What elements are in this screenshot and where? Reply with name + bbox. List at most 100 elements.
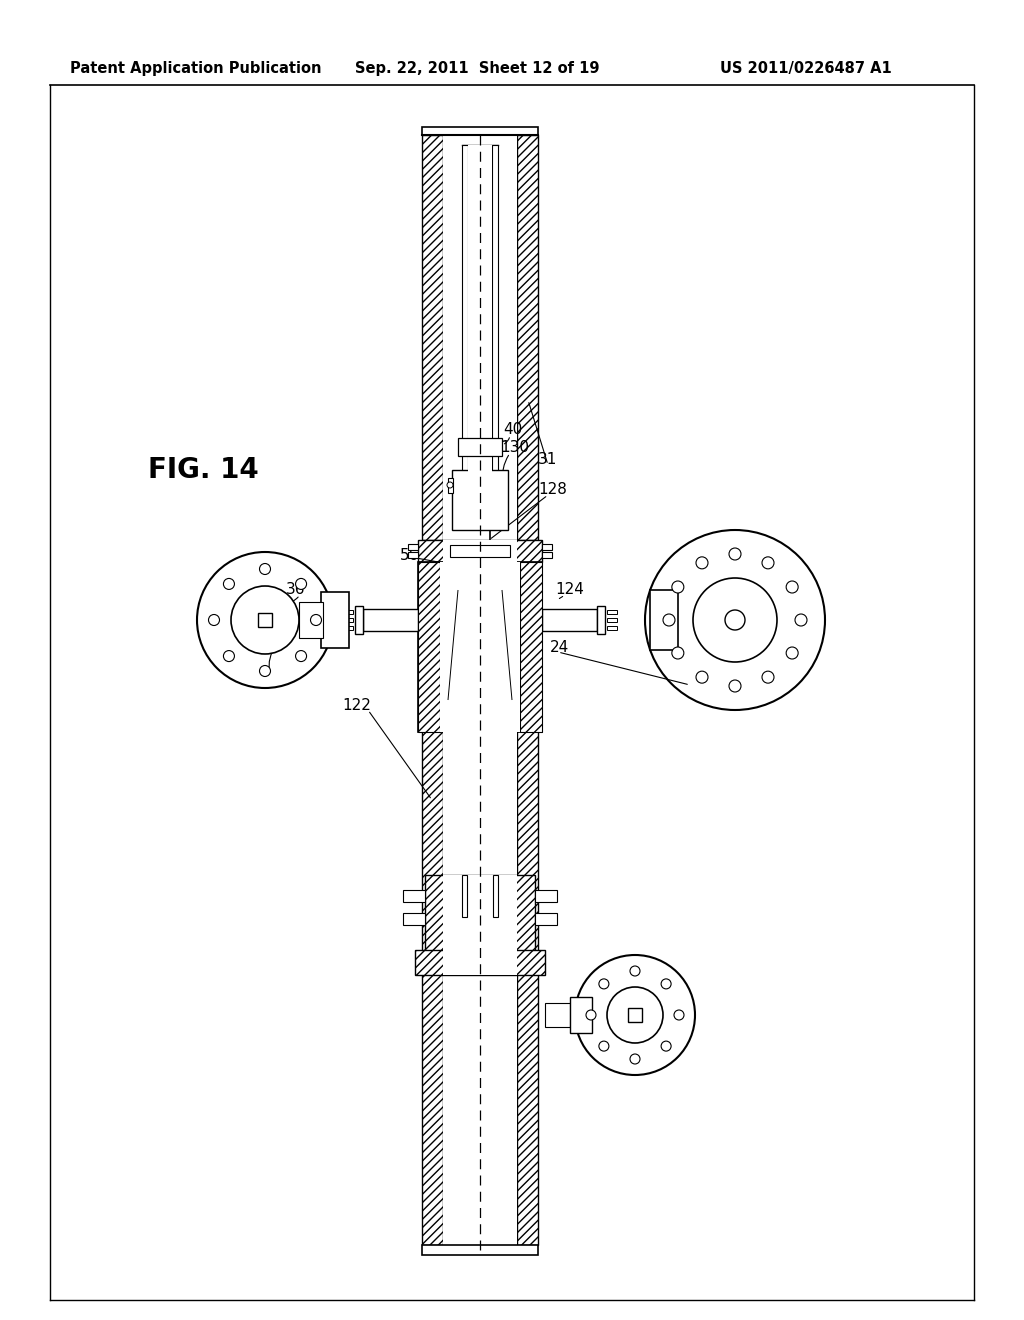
- Bar: [415, 950, 545, 975]
- Bar: [535, 890, 557, 902]
- Circle shape: [786, 581, 798, 593]
- Text: 124: 124: [555, 582, 584, 598]
- Bar: [355, 606, 362, 634]
- Circle shape: [607, 987, 663, 1043]
- Bar: [403, 913, 425, 925]
- Bar: [422, 127, 538, 135]
- Bar: [362, 609, 418, 631]
- Circle shape: [197, 552, 333, 688]
- Circle shape: [209, 615, 219, 626]
- Bar: [542, 609, 597, 631]
- Bar: [462, 875, 467, 917]
- Bar: [462, 145, 468, 520]
- Bar: [343, 626, 353, 630]
- Bar: [570, 997, 592, 1034]
- Circle shape: [663, 614, 675, 626]
- Text: 36: 36: [286, 582, 305, 598]
- Bar: [321, 591, 349, 648]
- Circle shape: [310, 615, 322, 626]
- Bar: [343, 610, 353, 614]
- Bar: [440, 562, 520, 733]
- Bar: [607, 618, 617, 622]
- Circle shape: [696, 557, 708, 569]
- Bar: [422, 135, 443, 540]
- Bar: [535, 913, 557, 925]
- Circle shape: [645, 531, 825, 710]
- Bar: [422, 730, 443, 1245]
- Text: 56: 56: [400, 548, 420, 562]
- Bar: [422, 1245, 538, 1255]
- Circle shape: [630, 966, 640, 975]
- Bar: [520, 562, 542, 733]
- Circle shape: [672, 647, 684, 659]
- Bar: [542, 544, 552, 550]
- Bar: [449, 478, 453, 492]
- Polygon shape: [502, 590, 512, 700]
- Circle shape: [586, 1010, 596, 1020]
- Text: 122: 122: [342, 698, 371, 714]
- Bar: [492, 145, 498, 520]
- Bar: [443, 950, 517, 975]
- Bar: [607, 626, 617, 630]
- Text: US 2011/0226487 A1: US 2011/0226487 A1: [720, 61, 892, 75]
- Bar: [418, 540, 542, 562]
- Bar: [408, 552, 418, 558]
- Circle shape: [762, 557, 774, 569]
- Bar: [517, 135, 538, 540]
- Bar: [418, 562, 542, 733]
- Bar: [628, 1008, 642, 1022]
- Bar: [542, 552, 552, 558]
- Circle shape: [762, 671, 774, 684]
- Bar: [443, 540, 517, 562]
- Bar: [408, 544, 418, 550]
- Circle shape: [296, 578, 306, 590]
- Text: 24: 24: [550, 640, 569, 656]
- Bar: [597, 606, 605, 634]
- Circle shape: [729, 548, 741, 560]
- Circle shape: [693, 578, 777, 663]
- Text: 26: 26: [267, 632, 287, 648]
- Bar: [258, 612, 272, 627]
- Circle shape: [662, 1041, 671, 1051]
- Text: 40: 40: [503, 422, 522, 437]
- Text: 128: 128: [538, 483, 567, 498]
- Circle shape: [296, 651, 306, 661]
- Circle shape: [231, 586, 299, 653]
- Bar: [452, 470, 508, 531]
- Circle shape: [223, 578, 234, 590]
- Circle shape: [729, 680, 741, 692]
- Circle shape: [672, 581, 684, 593]
- Circle shape: [259, 564, 270, 574]
- Bar: [450, 545, 510, 557]
- Circle shape: [725, 610, 745, 630]
- Circle shape: [575, 954, 695, 1074]
- Text: Sep. 22, 2011  Sheet 12 of 19: Sep. 22, 2011 Sheet 12 of 19: [355, 61, 599, 75]
- Circle shape: [223, 651, 234, 661]
- Bar: [458, 438, 502, 455]
- Circle shape: [259, 665, 270, 676]
- Circle shape: [599, 1041, 609, 1051]
- Bar: [443, 135, 517, 540]
- Circle shape: [630, 1053, 640, 1064]
- Circle shape: [447, 482, 453, 488]
- Circle shape: [662, 979, 671, 989]
- Circle shape: [786, 647, 798, 659]
- Bar: [517, 730, 538, 1245]
- Bar: [443, 730, 517, 1245]
- Text: FIG. 14: FIG. 14: [148, 455, 259, 484]
- Bar: [493, 875, 498, 917]
- Bar: [425, 875, 535, 960]
- Bar: [343, 618, 353, 622]
- Circle shape: [599, 979, 609, 989]
- Circle shape: [674, 1010, 684, 1020]
- Bar: [299, 602, 323, 638]
- Bar: [607, 610, 617, 614]
- Bar: [443, 875, 517, 960]
- Bar: [403, 890, 425, 902]
- Circle shape: [795, 614, 807, 626]
- Polygon shape: [449, 590, 458, 700]
- Text: 130: 130: [500, 441, 529, 455]
- Bar: [650, 590, 678, 649]
- Bar: [418, 562, 440, 733]
- Bar: [545, 1003, 570, 1027]
